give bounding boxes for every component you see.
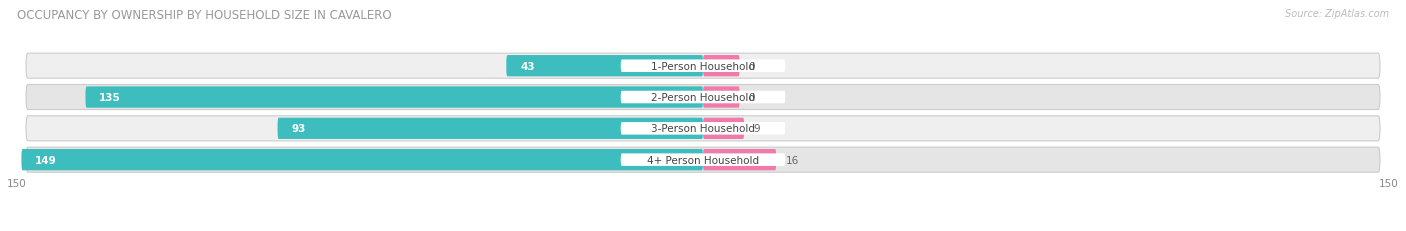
Text: 4+ Person Household: 4+ Person Household [647, 155, 759, 165]
FancyBboxPatch shape [703, 56, 740, 77]
FancyBboxPatch shape [21, 149, 703, 170]
Text: 1-Person Household: 1-Person Household [651, 61, 755, 71]
Text: 3-Person Household: 3-Person Household [651, 124, 755, 134]
Text: OCCUPANCY BY OWNERSHIP BY HOUSEHOLD SIZE IN CAVALERO: OCCUPANCY BY OWNERSHIP BY HOUSEHOLD SIZE… [17, 9, 391, 22]
Text: 16: 16 [786, 155, 799, 165]
FancyBboxPatch shape [277, 118, 703, 139]
FancyBboxPatch shape [620, 154, 786, 166]
FancyBboxPatch shape [27, 85, 1379, 110]
FancyBboxPatch shape [703, 149, 776, 170]
FancyBboxPatch shape [620, 60, 786, 73]
Text: Source: ZipAtlas.com: Source: ZipAtlas.com [1285, 9, 1389, 19]
FancyBboxPatch shape [86, 87, 703, 108]
Text: 43: 43 [520, 61, 534, 71]
Text: 149: 149 [35, 155, 56, 165]
Text: 9: 9 [754, 124, 759, 134]
FancyBboxPatch shape [506, 56, 703, 77]
Text: 135: 135 [100, 93, 121, 103]
Text: 93: 93 [291, 124, 305, 134]
FancyBboxPatch shape [703, 87, 740, 108]
Text: 0: 0 [749, 61, 755, 71]
FancyBboxPatch shape [703, 118, 744, 139]
FancyBboxPatch shape [620, 122, 786, 135]
FancyBboxPatch shape [27, 54, 1379, 79]
FancyBboxPatch shape [27, 147, 1379, 172]
Text: 2-Person Household: 2-Person Household [651, 93, 755, 103]
Legend: Owner-occupied, Renter-occupied: Owner-occupied, Renter-occupied [591, 229, 815, 231]
Text: 0: 0 [749, 93, 755, 103]
FancyBboxPatch shape [27, 116, 1379, 141]
FancyBboxPatch shape [620, 91, 786, 104]
